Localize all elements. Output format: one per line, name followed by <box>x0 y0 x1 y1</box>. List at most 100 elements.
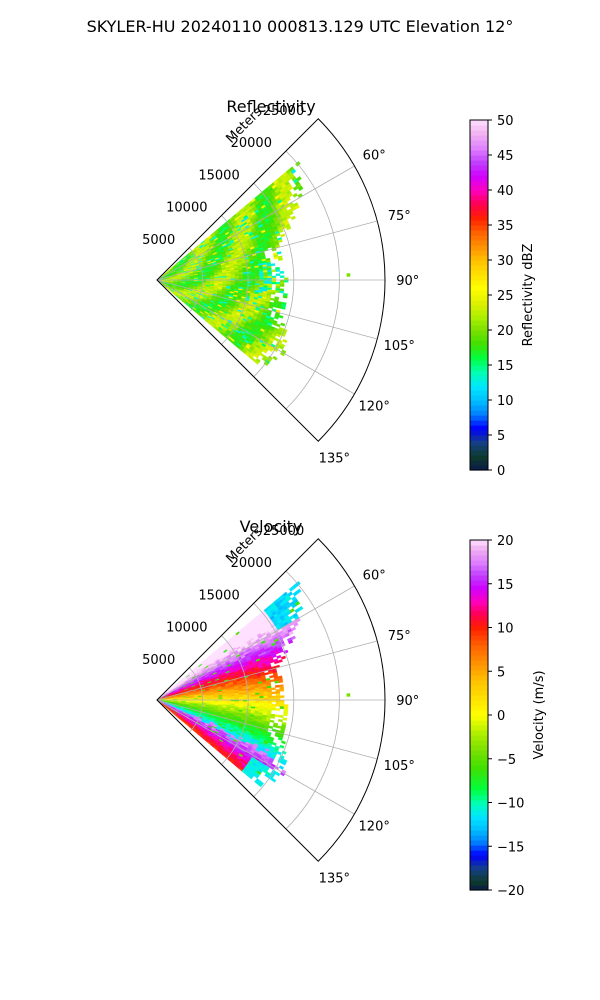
radar-gate <box>264 672 270 676</box>
radar-gate <box>290 168 297 175</box>
radar-gate <box>238 276 244 279</box>
radar-gate <box>268 725 274 729</box>
radar-gate <box>267 273 272 277</box>
radar-gate <box>278 679 284 684</box>
radar-gate <box>277 659 283 663</box>
radar-gate <box>267 693 272 697</box>
colorbar-swatch <box>470 270 488 276</box>
colorbar-tick-label: 50 <box>497 114 514 129</box>
colorbar-swatch <box>470 160 488 166</box>
radar-gate <box>278 719 283 723</box>
radar-gate <box>275 691 281 694</box>
radar-gate <box>271 687 276 691</box>
colorbar-swatch <box>470 130 488 136</box>
radar-gate <box>269 297 275 301</box>
colorbar-swatch <box>470 170 488 176</box>
colorbar-swatch <box>470 435 488 441</box>
colorbar-swatch <box>470 360 488 366</box>
radar-gate <box>279 281 285 285</box>
radar-gate <box>251 274 256 277</box>
colorbar-swatch <box>470 450 488 456</box>
colorbar-swatch <box>470 340 488 346</box>
colorbar-swatch <box>470 380 488 386</box>
angle-tick-label: 120° <box>359 399 390 414</box>
radar-gate <box>255 274 260 277</box>
radar-gate <box>292 192 298 198</box>
colorbar-swatch <box>470 285 488 291</box>
colorbar-swatch <box>470 350 488 356</box>
colorbar-swatch <box>470 225 488 231</box>
colorbar-swatch <box>470 440 488 446</box>
colorbar-swatch <box>470 150 488 156</box>
angle-tick-label: 90° <box>396 274 419 289</box>
radar-gate <box>259 274 264 277</box>
radar-gate <box>272 355 278 361</box>
colorbar-swatch <box>470 275 488 281</box>
colorbar-label: Reflectivity dBZ <box>521 244 536 347</box>
radar-gate <box>275 701 281 705</box>
radar-gate <box>230 277 236 279</box>
radar-gate <box>275 283 281 287</box>
colorbar-swatch <box>470 365 488 371</box>
radar-gate <box>271 703 277 707</box>
colorbar-swatch <box>470 310 488 316</box>
colorbar-swatch <box>470 220 488 226</box>
radar-gate <box>259 276 264 279</box>
radar-gate <box>275 290 280 294</box>
radar-gate <box>234 276 240 279</box>
range-tick-label: 15000 <box>198 168 239 183</box>
colorbar-tick-label: 25 <box>497 289 514 304</box>
colorbar-swatch <box>470 180 488 186</box>
colorbar-swatch <box>470 190 488 196</box>
radar-gate <box>242 276 248 279</box>
radar-gate <box>267 691 272 695</box>
colorbar-swatch <box>470 135 488 141</box>
colorbar-swatch <box>470 250 488 256</box>
colorbar-swatch <box>470 240 488 246</box>
radar-gate <box>346 273 351 277</box>
colorbar-swatch <box>470 430 488 436</box>
radar-gate <box>271 707 276 711</box>
colorbar-swatch <box>470 210 488 216</box>
radar-gate <box>263 281 268 285</box>
radar-gate <box>251 696 256 699</box>
colorbar-swatch <box>470 330 488 336</box>
colorbar-swatch <box>470 215 488 221</box>
radar-gate <box>275 693 281 697</box>
radar-gate <box>279 275 285 279</box>
colorbar-swatch <box>470 355 488 361</box>
radar-gate <box>276 751 282 756</box>
radar-gate <box>282 338 288 344</box>
colorbar-swatch <box>470 205 488 211</box>
radar-gate <box>267 271 272 275</box>
radar-gate <box>267 701 273 705</box>
radar-gate <box>296 176 302 182</box>
radar-gate <box>263 695 268 699</box>
radar-gate <box>274 684 280 688</box>
figure-suptitle: SKYLER-HU 20240110 000813.129 UTC Elevat… <box>87 17 514 36</box>
radar-gate <box>279 706 285 710</box>
colorbar-tick-label: 15 <box>497 359 514 374</box>
radar-gate <box>271 281 277 285</box>
radar-gate <box>283 713 288 717</box>
range-tick-label: 25000 <box>263 104 304 119</box>
radar-gate <box>285 197 291 202</box>
radar-gate <box>263 694 268 697</box>
radar-gate <box>251 694 256 697</box>
radar-gate <box>263 274 268 277</box>
velocity-panel: Velocity60°75°90°105°120°135°50001000015… <box>142 517 547 899</box>
radar-gate <box>279 284 285 287</box>
radar-gate <box>271 691 277 695</box>
radar-gate <box>238 696 244 699</box>
colorbar-swatch <box>470 335 488 341</box>
colorbar-swatch <box>470 455 488 461</box>
radar-gate <box>255 701 260 704</box>
radar-gate <box>270 263 276 267</box>
radar-gate <box>275 273 281 277</box>
colorbar-swatch <box>470 280 488 286</box>
radar-gate <box>259 696 264 699</box>
radar-gate <box>280 740 286 745</box>
radar-gate <box>259 694 264 697</box>
radar-gate <box>251 276 256 279</box>
